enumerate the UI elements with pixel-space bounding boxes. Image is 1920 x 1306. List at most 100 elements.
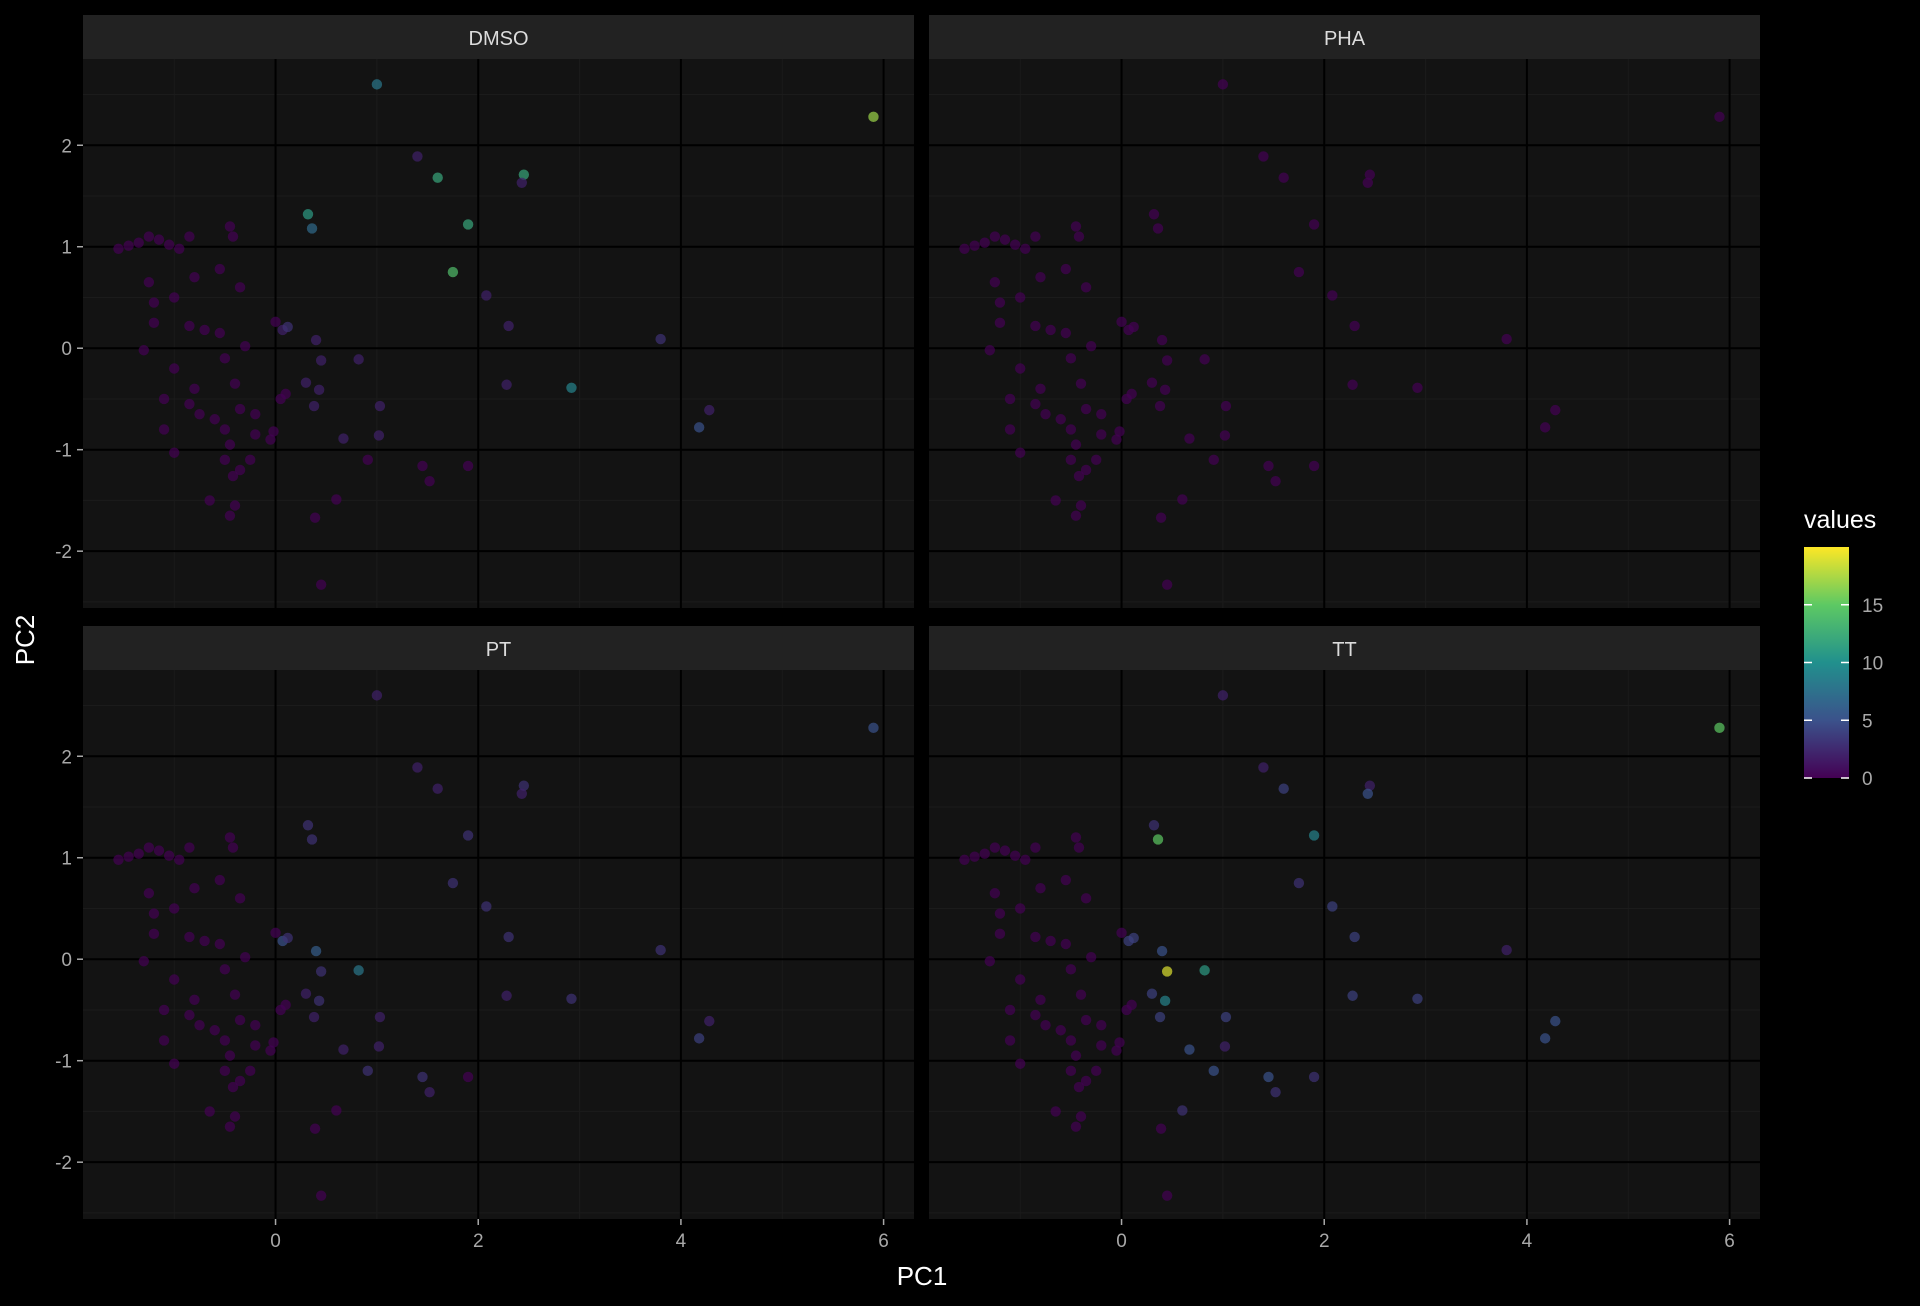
data-point xyxy=(412,151,423,162)
x-tick-label: 0 xyxy=(270,1231,281,1252)
data-point xyxy=(250,1040,261,1051)
data-point xyxy=(153,234,165,245)
data-point xyxy=(169,903,180,914)
data-point xyxy=(1085,951,1097,963)
data-point xyxy=(214,874,226,886)
data-point xyxy=(1075,1111,1087,1122)
data-point xyxy=(1152,223,1164,234)
data-point xyxy=(1217,79,1229,90)
data-point xyxy=(1065,1065,1077,1077)
x-tick-label: 2 xyxy=(473,1231,484,1252)
data-point xyxy=(219,353,231,364)
data-point xyxy=(1155,1123,1167,1134)
data-point xyxy=(184,320,195,332)
data-point xyxy=(189,383,200,395)
data-point xyxy=(302,209,314,220)
data-point xyxy=(353,965,364,976)
data-point xyxy=(432,172,443,183)
data-point xyxy=(1364,169,1376,180)
data-point xyxy=(1152,834,1164,845)
data-point xyxy=(1327,290,1338,301)
data-point xyxy=(265,434,276,445)
data-point xyxy=(1501,333,1512,345)
data-point xyxy=(1501,944,1512,956)
data-point xyxy=(1070,1121,1082,1132)
data-point xyxy=(959,243,970,254)
data-point xyxy=(1030,398,1041,410)
data-point xyxy=(315,1190,327,1201)
data-point xyxy=(227,842,239,853)
data-point xyxy=(374,1011,386,1023)
data-point xyxy=(184,842,195,853)
data-point xyxy=(184,231,195,242)
data-point xyxy=(362,1065,373,1077)
data-point xyxy=(1060,327,1072,339)
data-point xyxy=(1126,999,1137,1011)
data-point xyxy=(969,240,980,251)
data-point xyxy=(265,1045,276,1056)
data-point xyxy=(1080,1014,1092,1026)
data-point xyxy=(227,231,239,242)
data-point xyxy=(133,848,144,859)
data-point xyxy=(199,935,210,947)
data-point xyxy=(1148,820,1160,831)
data-point xyxy=(158,1035,170,1046)
data-point xyxy=(313,995,325,1007)
data-point xyxy=(1161,355,1173,366)
data-point xyxy=(1263,460,1274,472)
data-point xyxy=(234,1075,246,1087)
data-point xyxy=(1364,780,1376,791)
data-point xyxy=(1184,433,1195,444)
data-point xyxy=(432,783,443,794)
data-point xyxy=(1550,1015,1561,1027)
legend-tick-label: 15 xyxy=(1862,596,1883,617)
x-tick-label: 4 xyxy=(1522,1231,1533,1252)
data-point xyxy=(138,345,150,356)
data-point xyxy=(184,398,195,410)
data-point xyxy=(1065,964,1077,975)
data-point xyxy=(1146,377,1158,388)
strip-label-dmso: DMSO xyxy=(469,28,529,50)
data-point xyxy=(1075,989,1087,1000)
data-point xyxy=(373,1041,385,1052)
data-point xyxy=(194,408,205,420)
data-point xyxy=(250,408,261,420)
data-point xyxy=(300,377,312,388)
data-point xyxy=(1060,874,1072,886)
data-point xyxy=(994,297,1006,308)
data-point xyxy=(1714,722,1725,734)
data-point xyxy=(153,845,165,856)
data-point xyxy=(158,1004,170,1016)
data-point xyxy=(123,851,134,862)
data-point xyxy=(268,1037,279,1048)
data-point xyxy=(313,384,325,396)
data-point xyxy=(1217,690,1229,701)
data-point xyxy=(462,460,474,472)
data-point xyxy=(331,494,342,505)
data-point xyxy=(1114,1037,1125,1048)
data-point xyxy=(113,854,124,865)
data-point xyxy=(1270,475,1281,487)
data-point xyxy=(219,964,231,975)
data-point xyxy=(1159,995,1171,1007)
color-legend: values 0 5 10 15 xyxy=(1804,506,1883,790)
data-point xyxy=(655,333,666,345)
data-point xyxy=(315,966,327,977)
data-point xyxy=(245,454,256,466)
data-point xyxy=(310,945,322,957)
data-point xyxy=(1035,271,1046,283)
data-point xyxy=(1020,243,1031,254)
data-point xyxy=(123,240,134,251)
strip-dmso xyxy=(83,15,914,59)
data-point xyxy=(969,851,980,862)
data-point xyxy=(1258,762,1269,773)
data-point xyxy=(224,1121,236,1132)
strip-label-tt: TT xyxy=(1332,639,1356,661)
data-point xyxy=(1128,932,1139,944)
data-point xyxy=(1015,903,1026,914)
legend-tick-label: 0 xyxy=(1862,769,1873,790)
x-tick-label: 0 xyxy=(1116,1231,1127,1252)
data-point xyxy=(1015,974,1026,985)
data-point xyxy=(1075,500,1087,511)
data-point xyxy=(1208,1065,1219,1077)
